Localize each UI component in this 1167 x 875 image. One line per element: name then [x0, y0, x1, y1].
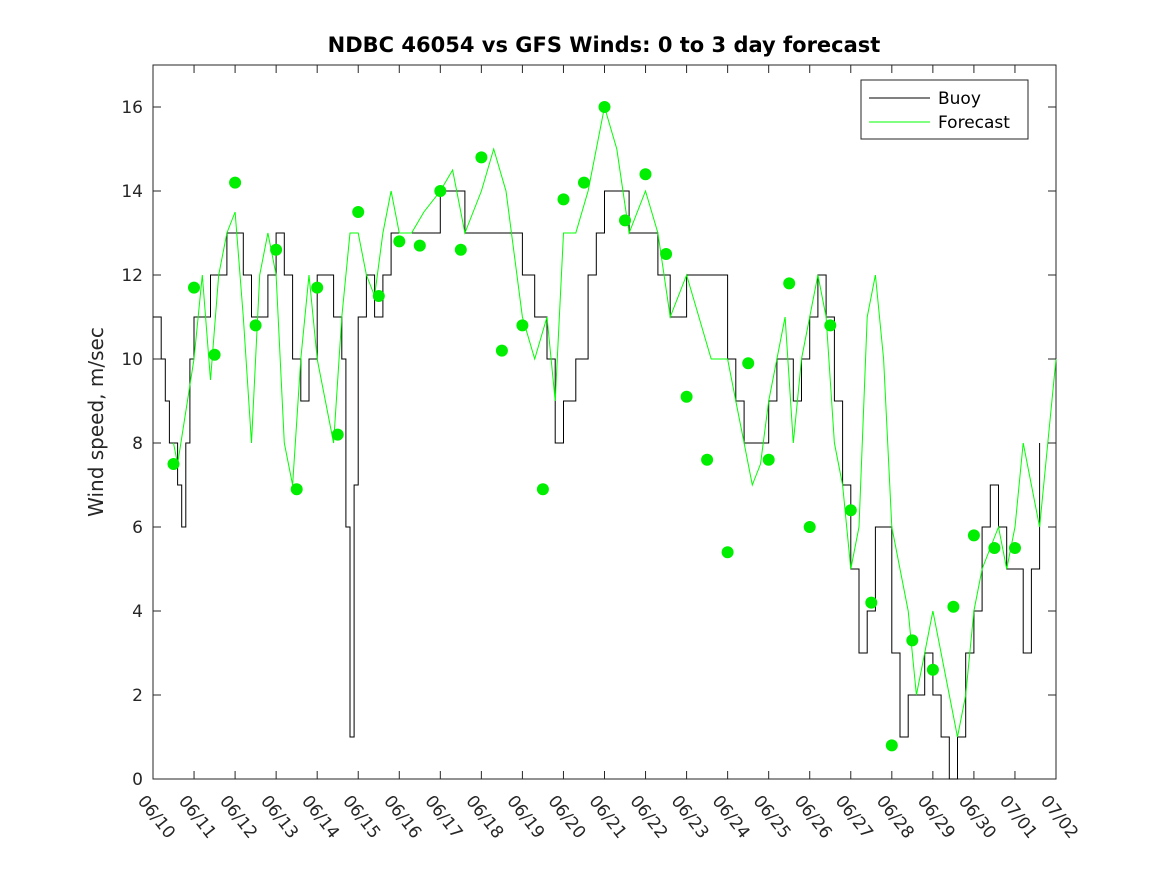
forecast-marker	[270, 243, 283, 256]
forecast-marker	[229, 176, 242, 189]
y-tick-label: 4	[132, 602, 143, 622]
forecast-marker	[290, 483, 303, 496]
chart-title: NDBC 46054 vs GFS Winds: 0 to 3 day fore…	[328, 33, 881, 57]
forecast-marker	[701, 453, 714, 466]
forecast-marker	[803, 521, 816, 533]
x-tick-label: 06/27	[831, 792, 877, 843]
forecast-marker	[947, 600, 960, 613]
forecast-marker	[454, 243, 467, 256]
x-tick-label: 06/20	[544, 792, 590, 843]
forecast-markers	[167, 101, 1021, 752]
x-tick-label: 06/12	[215, 792, 261, 843]
y-tick-label: 10	[121, 350, 143, 370]
forecast-marker	[352, 206, 365, 218]
forecast-marker	[475, 151, 488, 164]
forecast-marker	[208, 348, 221, 361]
x-tick-label: 06/21	[585, 792, 631, 843]
forecast-series	[173, 106, 1057, 738]
x-tick-label: 07/01	[995, 792, 1041, 843]
y-tick-label: 2	[132, 686, 143, 706]
forecast-marker	[619, 214, 631, 227]
forecast-marker	[639, 168, 652, 181]
legend: Buoy Forecast	[860, 79, 1029, 140]
forecast-marker	[844, 504, 857, 517]
legend-forecast-label: Forecast	[938, 113, 1010, 133]
x-tick-label: 06/26	[790, 792, 836, 843]
forecast-marker	[557, 193, 570, 206]
x-tick-label: 06/24	[708, 792, 754, 843]
forecast-marker	[372, 290, 385, 302]
forecast-marker	[331, 428, 344, 441]
buoy-series	[153, 190, 1041, 780]
forecast-marker	[188, 281, 200, 294]
y-tick-label: 0	[132, 770, 143, 790]
forecast-marker	[578, 176, 590, 189]
x-tick-label: 06/19	[502, 792, 548, 843]
y-axis-label: Wind speed, m/sec	[84, 327, 108, 517]
forecast-marker	[249, 319, 262, 332]
y-tick-label: 8	[132, 434, 143, 454]
forecast-marker	[1009, 542, 1021, 554]
forecast-marker	[742, 357, 755, 370]
y-tick-label: 12	[121, 266, 143, 286]
forecast-marker	[393, 235, 406, 248]
forecast-marker	[598, 101, 611, 113]
forecast-marker	[721, 546, 734, 559]
forecast-marker	[762, 453, 775, 466]
x-tick-label: 06/18	[461, 792, 507, 843]
x-tick-label: 06/14	[297, 792, 343, 843]
y-tick-label: 16	[121, 98, 143, 118]
x-tick-label: 06/13	[256, 792, 302, 843]
x-tick-label: 07/02	[1036, 792, 1082, 843]
y-tick-label: 6	[132, 518, 143, 538]
forecast-marker	[865, 596, 878, 609]
x-tick-label: 06/30	[954, 792, 1000, 843]
forecast-marker	[536, 483, 549, 496]
forecast-marker	[988, 542, 1001, 554]
forecast-marker	[495, 344, 508, 357]
x-tick-label: 06/23	[667, 792, 713, 843]
x-tick-label: 06/29	[913, 792, 959, 843]
forecast-marker	[660, 248, 673, 260]
forecast-marker	[167, 458, 180, 470]
forecast-marker	[824, 319, 837, 332]
forecast-marker	[885, 739, 898, 752]
x-tick-label: 06/11	[174, 792, 220, 843]
forecast-marker	[967, 529, 980, 542]
forecast-marker	[680, 390, 693, 403]
forecast-marker	[906, 634, 919, 647]
forecast-marker	[311, 281, 324, 294]
forecast-marker	[783, 277, 796, 290]
forecast-marker	[926, 663, 939, 676]
x-axis-ticks: 06/1006/1106/1206/1306/1406/1506/1606/17…	[133, 65, 1082, 843]
x-tick-label: 06/22	[626, 792, 672, 843]
x-tick-label: 06/10	[133, 792, 179, 843]
y-tick-label: 14	[121, 182, 143, 202]
y-axis-ticks: 0 2 4 6 8 10 12 14 16	[121, 98, 1056, 790]
legend-buoy-label: Buoy	[938, 89, 981, 109]
legend-box	[860, 79, 1029, 140]
forecast-line	[173, 106, 1057, 738]
x-tick-label: 06/16	[379, 792, 425, 843]
x-tick-label: 06/28	[872, 792, 918, 843]
x-tick-label: 06/25	[749, 792, 795, 843]
buoy-line	[153, 190, 1041, 780]
forecast-marker	[434, 185, 447, 197]
x-tick-label: 06/15	[338, 792, 384, 843]
x-tick-label: 06/17	[420, 792, 466, 843]
forecast-marker	[413, 239, 426, 252]
forecast-marker	[516, 319, 529, 332]
